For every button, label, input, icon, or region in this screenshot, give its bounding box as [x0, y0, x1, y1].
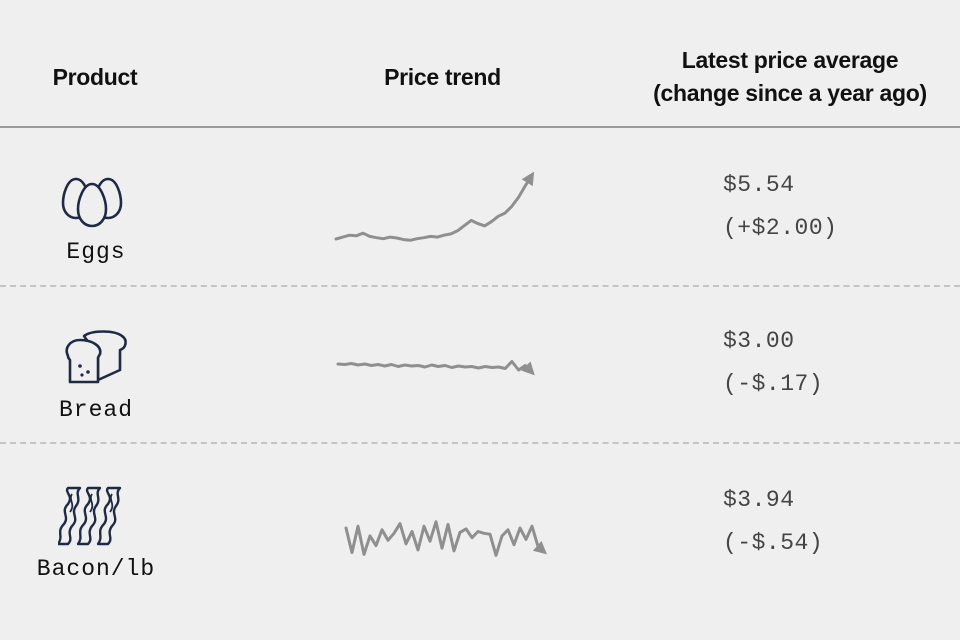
- eggs-icon: [61, 177, 123, 228]
- latest-price: $3.94 (-$.54): [723, 479, 823, 565]
- price-change: (-$.54): [723, 530, 824, 556]
- product-name: Eggs: [66, 239, 126, 265]
- row-divider: [0, 285, 960, 287]
- latest-price-header-line1: Latest price average: [681, 47, 899, 73]
- product-name: Bacon/lb: [36, 556, 156, 582]
- row-divider: [0, 442, 960, 444]
- trend-line-bread: [336, 360, 534, 374]
- price-value: $3.94: [723, 487, 795, 513]
- latest-price: $3.00 (-$.17): [723, 320, 823, 406]
- price-change: (+$2.00): [723, 215, 838, 241]
- header-divider: [0, 126, 960, 128]
- trend-line-eggs: [334, 173, 534, 242]
- bacon-strips-icon: [58, 486, 122, 546]
- product-name: Bread: [58, 397, 133, 423]
- trend-arrowhead: [521, 171, 535, 187]
- price-change: (-$.17): [723, 371, 824, 397]
- price-value: $3.00: [723, 328, 795, 354]
- trend-arrowhead: [532, 540, 547, 555]
- latest-price-column-header: Latest price average (change since a yea…: [620, 44, 960, 110]
- latest-price: $5.54 (+$2.00): [723, 164, 837, 250]
- price-value: $5.54: [723, 172, 795, 198]
- bread-loaf-icon: [65, 330, 127, 384]
- latest-price-header-line2: (change since a year ago): [653, 80, 927, 106]
- trend-line-bacon-lb: [344, 520, 546, 557]
- product-column-header: Product: [52, 64, 138, 90]
- trend-arrowhead: [521, 361, 535, 376]
- price-trend-column-header: Price trend: [384, 64, 501, 90]
